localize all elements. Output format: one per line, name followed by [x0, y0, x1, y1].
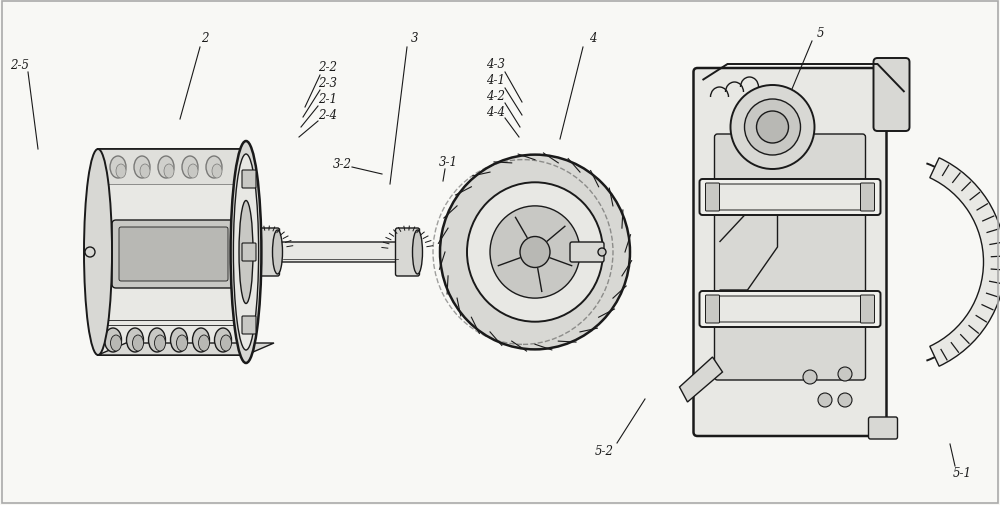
Ellipse shape [440, 156, 630, 349]
Text: 5-1: 5-1 [952, 467, 971, 480]
Text: 4-4: 4-4 [486, 105, 506, 118]
Ellipse shape [233, 155, 259, 350]
Text: 3-2: 3-2 [333, 158, 352, 171]
Circle shape [744, 100, 800, 156]
FancyBboxPatch shape [570, 242, 604, 263]
FancyBboxPatch shape [242, 171, 256, 189]
Wedge shape [930, 159, 1000, 367]
Ellipse shape [182, 157, 198, 179]
Ellipse shape [413, 231, 422, 274]
Ellipse shape [206, 157, 222, 179]
Text: 3-1: 3-1 [438, 156, 458, 169]
Ellipse shape [177, 335, 188, 351]
Text: 2-5: 2-5 [11, 59, 30, 71]
Ellipse shape [155, 335, 166, 351]
Text: 4: 4 [589, 31, 597, 44]
Circle shape [803, 370, 817, 384]
Ellipse shape [221, 335, 232, 351]
Ellipse shape [105, 328, 122, 352]
Circle shape [838, 367, 852, 381]
FancyBboxPatch shape [700, 291, 880, 327]
FancyBboxPatch shape [860, 184, 874, 212]
FancyBboxPatch shape [112, 221, 235, 288]
Ellipse shape [467, 183, 603, 322]
Ellipse shape [140, 165, 150, 179]
Ellipse shape [273, 231, 283, 274]
Ellipse shape [239, 201, 253, 304]
FancyBboxPatch shape [396, 229, 420, 276]
Ellipse shape [84, 149, 112, 356]
Polygon shape [98, 149, 246, 185]
Ellipse shape [193, 328, 210, 352]
Ellipse shape [111, 335, 122, 351]
Polygon shape [680, 358, 722, 402]
Text: 2-1: 2-1 [319, 92, 338, 105]
FancyBboxPatch shape [714, 185, 865, 211]
Text: 2-3: 2-3 [319, 76, 338, 89]
Text: 5-2: 5-2 [594, 444, 614, 458]
FancyBboxPatch shape [694, 69, 886, 436]
Ellipse shape [134, 157, 150, 179]
FancyBboxPatch shape [242, 316, 256, 334]
Circle shape [730, 86, 814, 170]
FancyBboxPatch shape [282, 242, 398, 263]
Ellipse shape [490, 207, 580, 298]
FancyBboxPatch shape [706, 295, 720, 323]
Ellipse shape [116, 165, 126, 179]
Ellipse shape [231, 142, 261, 363]
Ellipse shape [149, 328, 166, 352]
Text: 2-4: 2-4 [319, 108, 338, 121]
Text: 5: 5 [816, 26, 824, 39]
Text: 4-5: 4-5 [511, 298, 530, 311]
Ellipse shape [199, 335, 210, 351]
Polygon shape [98, 149, 246, 356]
FancyBboxPatch shape [860, 295, 874, 323]
FancyBboxPatch shape [700, 180, 880, 216]
Circle shape [838, 393, 852, 407]
Ellipse shape [171, 328, 188, 352]
Text: 4-1: 4-1 [486, 73, 506, 86]
Ellipse shape [127, 328, 144, 352]
Circle shape [818, 393, 832, 407]
FancyBboxPatch shape [119, 228, 228, 281]
FancyBboxPatch shape [714, 296, 865, 322]
Ellipse shape [212, 165, 222, 179]
Text: 2-2: 2-2 [319, 61, 338, 73]
Ellipse shape [158, 157, 174, 179]
FancyBboxPatch shape [714, 135, 865, 380]
Ellipse shape [110, 157, 126, 179]
Text: 4-3: 4-3 [486, 58, 506, 70]
Text: 4-2: 4-2 [486, 89, 506, 103]
Ellipse shape [520, 237, 550, 268]
Circle shape [756, 112, 788, 144]
FancyBboxPatch shape [874, 59, 909, 132]
Ellipse shape [215, 328, 232, 352]
Text: 2: 2 [201, 31, 209, 44]
FancyBboxPatch shape [706, 184, 720, 212]
Text: 3: 3 [411, 31, 419, 44]
Polygon shape [98, 343, 274, 356]
Ellipse shape [133, 335, 144, 351]
FancyBboxPatch shape [242, 243, 256, 262]
FancyBboxPatch shape [868, 417, 897, 439]
Ellipse shape [164, 165, 174, 179]
Ellipse shape [188, 165, 198, 179]
Ellipse shape [85, 247, 95, 258]
FancyBboxPatch shape [256, 229, 280, 276]
Ellipse shape [598, 248, 606, 257]
